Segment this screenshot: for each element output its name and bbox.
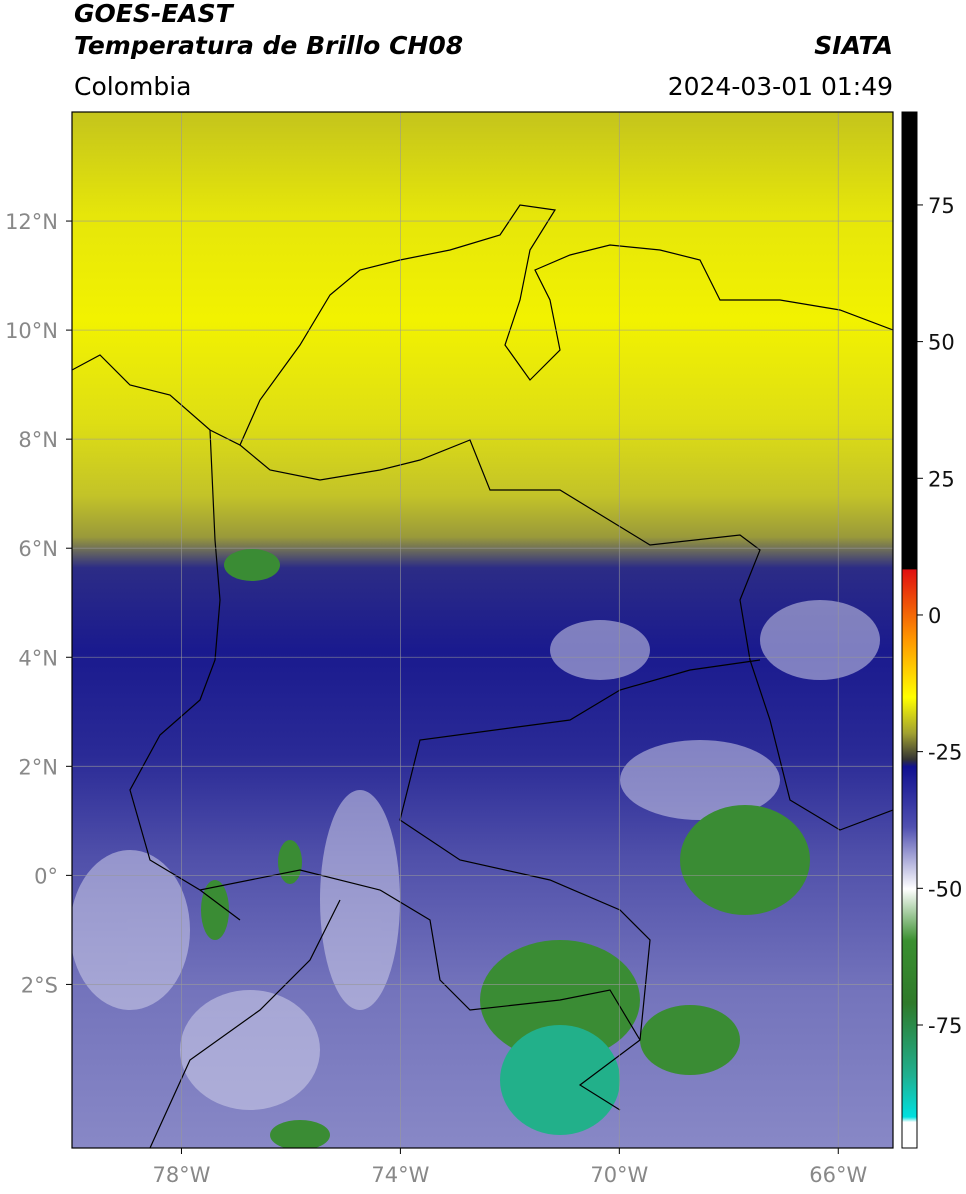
- x-tick-label: 74°W: [371, 1163, 429, 1187]
- colorbar-tick-label: 50: [928, 331, 955, 355]
- colorbar-tick-label: 75: [928, 194, 955, 218]
- graticule: [72, 112, 893, 1148]
- x-tick-label: 66°W: [809, 1163, 867, 1187]
- colorbar-tick-label: -25: [928, 741, 962, 765]
- colorbar-tick-label: -50: [928, 877, 962, 901]
- y-tick-label: 10°N: [5, 319, 58, 343]
- cold-core: [500, 1025, 620, 1135]
- y-tick-label: 6°N: [18, 537, 58, 561]
- colorbar-tick-label: 0: [928, 604, 941, 628]
- y-tick-label: 2°N: [18, 755, 58, 779]
- y-tick-label: 8°N: [18, 428, 58, 452]
- title: GOES-EAST: [74, 0, 235, 28]
- source: SIATA: [814, 31, 893, 60]
- y-tick-label: 0°: [34, 864, 58, 888]
- colorbar-tick-label: -75: [928, 1014, 962, 1038]
- y-tick-label: 2°S: [21, 973, 58, 997]
- x-tick-label: 70°W: [590, 1163, 648, 1187]
- colorbar-tick-label: 25: [928, 467, 955, 491]
- colorbar: [901, 111, 918, 1149]
- y-tick-label: 4°N: [18, 646, 58, 670]
- timestamp: 2024-03-01 01:49: [668, 72, 893, 101]
- subtitle: Temperatura de Brillo CH08: [74, 31, 463, 60]
- satellite-image: [72, 112, 893, 1148]
- x-tick-label: 78°W: [152, 1163, 210, 1187]
- y-tick-label: 12°N: [5, 210, 58, 234]
- cloud-tops: [72, 600, 880, 1110]
- map-frame: [71, 111, 894, 1149]
- brightness-field: [72, 112, 893, 1148]
- region: Colombia: [74, 72, 191, 101]
